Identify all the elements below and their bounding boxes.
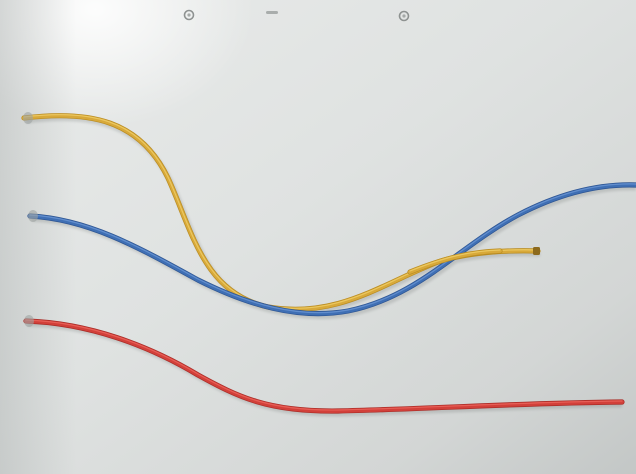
- yellow-wire-overlap: [407, 248, 503, 275]
- screw-hole-left-icon: [183, 9, 195, 21]
- slot-mark-icon: [266, 11, 278, 14]
- yellow-wire-tip-right: [533, 247, 540, 255]
- red-wire: [23, 318, 625, 414]
- screw-hole-right-icon: [398, 10, 410, 22]
- wire-entry-holes: [23, 112, 38, 327]
- blue-wire: [27, 182, 636, 317]
